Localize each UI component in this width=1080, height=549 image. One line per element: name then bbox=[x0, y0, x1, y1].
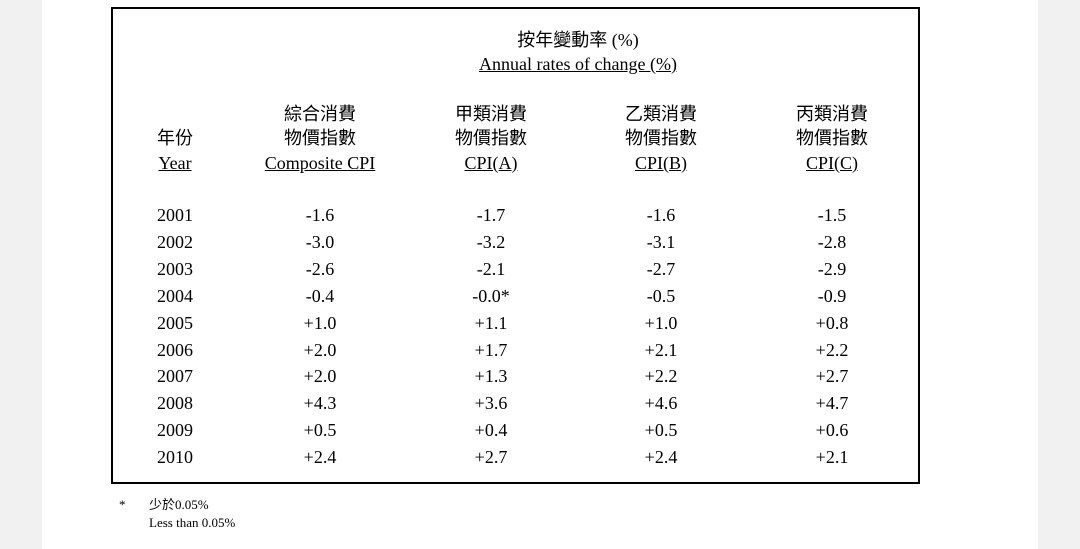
column-header-3-zh2: 物價指數 bbox=[455, 128, 527, 148]
value-cell: +0.8 bbox=[815, 312, 849, 333]
value-cell: +0.5 bbox=[644, 420, 678, 441]
value-cell: +2.1 bbox=[815, 447, 849, 468]
value-cell: +1.0 bbox=[644, 312, 678, 333]
value-cell: +0.6 bbox=[815, 420, 849, 441]
value-cell: +4.6 bbox=[644, 393, 678, 414]
year-cell: 2010 bbox=[157, 447, 193, 468]
value-cell: +2.4 bbox=[303, 447, 337, 468]
value-cell: -2.9 bbox=[817, 258, 847, 279]
value-cell: -2.7 bbox=[646, 258, 676, 279]
year-cell: 2003 bbox=[157, 258, 193, 279]
year-cell: 2004 bbox=[157, 285, 193, 306]
caption-zh: 按年變動率 (%) bbox=[517, 30, 639, 50]
column-header-3-zh1: 甲類消費 bbox=[455, 104, 527, 124]
column-header-4-zh1: 乙類消費 bbox=[625, 104, 697, 124]
value-cell: -0.0* bbox=[472, 285, 510, 306]
value-cell: +1.3 bbox=[474, 366, 508, 387]
footnote-marker: * bbox=[119, 497, 126, 512]
value-cell: +2.7 bbox=[474, 447, 508, 468]
cpi-table: 按年變動率 (%) Annual rates of change (%) 年份 Y… bbox=[111, 7, 920, 484]
value-cell: -2.1 bbox=[476, 258, 506, 279]
column-header-5-en: CPI(C) bbox=[805, 153, 859, 173]
footnote-zh: 少於0.05% bbox=[149, 497, 209, 512]
value-cell: +4.7 bbox=[815, 393, 849, 414]
value-cell: -1.5 bbox=[817, 205, 847, 225]
value-cell: +2.2 bbox=[815, 339, 849, 360]
document-page bbox=[42, 0, 1038, 549]
column-header-5-zh1: 丙類消費 bbox=[796, 104, 868, 124]
value-cell: -3.1 bbox=[646, 231, 676, 252]
value-cell: +2.2 bbox=[644, 366, 678, 387]
year-cell: 2007 bbox=[157, 366, 193, 387]
value-cell: -1.6 bbox=[646, 205, 676, 225]
value-cell: +1.0 bbox=[303, 312, 337, 333]
value-cell: +2.0 bbox=[303, 339, 337, 360]
value-cell: +0.4 bbox=[474, 420, 508, 441]
value-cell: +2.1 bbox=[644, 339, 678, 360]
column-header-1-zh2: 年份 bbox=[157, 128, 193, 148]
value-cell: +2.7 bbox=[815, 366, 849, 387]
year-cell: 2001 bbox=[157, 205, 193, 225]
value-cell: -0.4 bbox=[305, 285, 335, 306]
year-cell: 2005 bbox=[157, 312, 193, 333]
column-header-3-en: CPI(A) bbox=[464, 153, 518, 173]
value-cell: +1.1 bbox=[474, 312, 508, 333]
value-cell: -3.0 bbox=[305, 231, 335, 252]
value-cell: +2.0 bbox=[303, 366, 337, 387]
value-cell: -2.8 bbox=[817, 231, 847, 252]
year-cell: 2006 bbox=[157, 339, 193, 360]
value-cell: +1.7 bbox=[474, 339, 508, 360]
footnote-en: Less than 0.05% bbox=[149, 515, 236, 530]
column-header-5-zh2: 物價指數 bbox=[796, 128, 868, 148]
value-cell: -1.6 bbox=[305, 205, 335, 225]
column-header-2-en: Composite CPI bbox=[264, 153, 376, 173]
value-cell: -3.2 bbox=[476, 231, 506, 252]
value-cell: -0.5 bbox=[646, 285, 676, 306]
value-cell: +4.3 bbox=[303, 393, 337, 414]
value-cell: +2.4 bbox=[644, 447, 678, 468]
year-cell: 2008 bbox=[157, 393, 193, 414]
value-cell: -2.6 bbox=[305, 258, 335, 279]
value-cell: +0.5 bbox=[303, 420, 337, 441]
value-cell: -0.9 bbox=[817, 285, 847, 306]
value-cell: +3.6 bbox=[474, 393, 508, 414]
caption-en: Annual rates of change (%) bbox=[479, 54, 677, 74]
value-cell: -1.7 bbox=[476, 205, 506, 225]
column-header-1-en: Year bbox=[158, 153, 192, 173]
year-cell: 2009 bbox=[157, 420, 193, 441]
column-header-2-zh2: 物價指數 bbox=[284, 128, 356, 148]
column-header-4-en: CPI(B) bbox=[634, 153, 688, 173]
year-cell: 2002 bbox=[157, 231, 193, 252]
column-header-2-zh1: 綜合消費 bbox=[284, 104, 356, 124]
column-header-4-zh2: 物價指數 bbox=[625, 128, 697, 148]
